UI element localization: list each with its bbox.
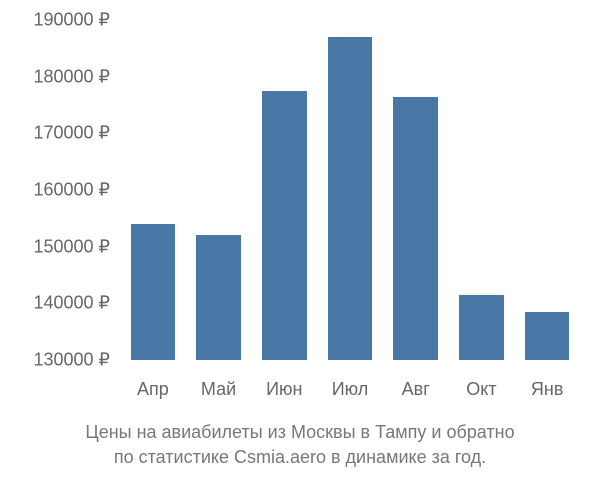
caption-line1: Цены на авиабилеты из Москвы в Тампу и о… [85, 422, 514, 442]
price-chart: 130000 ₽ 140000 ₽ 150000 ₽ 160000 ₽ 170000 ₽… [0, 0, 600, 500]
x-tick-label: Июл [332, 379, 369, 400]
plot-area [120, 20, 580, 360]
x-tick-label: Авг [402, 379, 430, 400]
y-tick-label: 150000 ₽ [0, 236, 110, 257]
x-tick-label: Май [201, 379, 236, 400]
x-axis: Апр Май Июн Июл Авг Окт Янв [120, 370, 580, 400]
bar [328, 37, 373, 360]
caption-line2: по статистике Csmia.aero в динамике за г… [114, 447, 486, 467]
bar [459, 295, 504, 360]
x-tick-label: Июн [266, 379, 302, 400]
bar [262, 91, 307, 360]
bar [393, 97, 438, 361]
x-tick-label: Апр [137, 379, 169, 400]
x-tick-label: Окт [466, 379, 496, 400]
y-tick-label: 140000 ₽ [0, 293, 110, 314]
bar [196, 235, 241, 360]
bar [131, 224, 176, 360]
y-tick-label: 130000 ₽ [0, 350, 110, 371]
bar [525, 312, 570, 360]
y-tick-label: 170000 ₽ [0, 123, 110, 144]
y-tick-label: 190000 ₽ [0, 10, 110, 31]
y-tick-label: 160000 ₽ [0, 180, 110, 201]
chart-caption: Цены на авиабилеты из Москвы в Тампу и о… [0, 420, 600, 470]
x-tick-label: Янв [531, 379, 564, 400]
y-tick-label: 180000 ₽ [0, 66, 110, 87]
